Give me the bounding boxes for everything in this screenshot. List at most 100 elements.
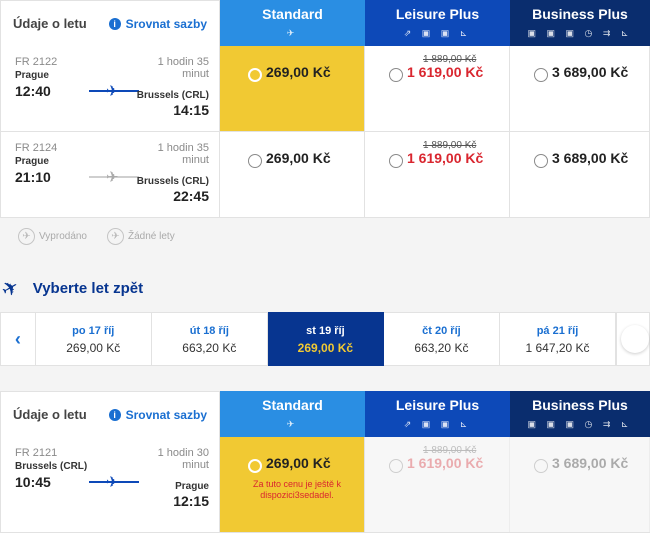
departure-time: 12:40: [15, 83, 51, 99]
date-carousel: ‹ po 17 říj 269,00 Kč út 18 říj 663,20 K…: [0, 312, 650, 366]
inbound-fare-table: Údaje o letu i Srovnat sazby Standard ✈ …: [0, 391, 650, 533]
fare-business-plus[interactable]: 3 689,00 Kč: [510, 46, 650, 131]
seats-left-note: Za tuto cenu je ještě k dispozici3sedade…: [252, 479, 342, 500]
business-features-icons: ▣ ▣ ▣ ◷ ⇉ ⊾: [527, 28, 633, 38]
date-tab-selected[interactable]: st 19 říj 269,00 Kč: [267, 312, 384, 366]
column-business-name: Business Plus: [532, 397, 628, 413]
fare-standard[interactable]: 269,00 Kč Za tuto cenu je ještě k dispoz…: [220, 437, 365, 532]
radio[interactable]: [389, 459, 403, 473]
flight-row: FR 2124 Prague 21:10 1 hodin 35 minut ✈ …: [0, 132, 650, 218]
flight-details: FR 2124 Prague 21:10 1 hodin 35 minut ✈ …: [0, 132, 220, 217]
legend: ✈ Vyprodáno ✈ Žádné lety: [18, 228, 175, 245]
radio[interactable]: [389, 154, 403, 168]
departure-time: 10:45: [15, 474, 51, 490]
column-leisure-plus[interactable]: Leisure Plus ⇗ ▣ ▣ ⊾: [365, 391, 510, 437]
plane-icon: ✈: [286, 419, 299, 429]
flight-path: ✈: [89, 169, 139, 186]
date-price: 1 647,20 Kč: [525, 341, 590, 355]
fare-standard[interactable]: 269,00 Kč: [220, 132, 365, 217]
chevron-right-icon[interactable]: [616, 312, 650, 366]
date-price: 269,00 Kč: [66, 341, 121, 355]
date-tab[interactable]: po 17 říj 269,00 Kč: [35, 312, 152, 366]
plane-icon: ✈: [106, 474, 119, 491]
radio[interactable]: [389, 68, 403, 82]
flight-number: FR 2122: [15, 56, 58, 68]
flight-info-header: Údaje o letu i Srovnat sazby: [0, 0, 220, 46]
fare-price: 3 689,00 Kč: [552, 150, 629, 166]
column-business-plus[interactable]: Business Plus ▣ ▣ ▣ ◷ ⇉ ⊾: [510, 0, 650, 46]
radio-selected[interactable]: [248, 459, 262, 473]
arrival-city: Brussels (CRL): [136, 90, 209, 101]
leisure-features-icons: ⇗ ▣ ▣ ⊾: [403, 419, 472, 429]
column-leisure-name: Leisure Plus: [395, 397, 480, 413]
fare-price: 1 619,00 Kč: [407, 150, 484, 166]
column-business-name: Business Plus: [532, 6, 628, 22]
flight-path: ✈: [89, 83, 139, 100]
flight-row: FR 2122 Prague 12:40 1 hodin 35 minut ✈ …: [0, 46, 650, 132]
date-tab[interactable]: pá 21 říj 1 647,20 Kč: [499, 312, 617, 366]
fare-business-plus[interactable]: 3 689,00 Kč: [510, 132, 650, 217]
fare-price: 3 689,00 Kč: [552, 64, 629, 80]
date-label: po 17 říj: [72, 325, 115, 337]
column-standard[interactable]: Standard ✈: [220, 391, 365, 437]
column-standard-name: Standard: [262, 397, 323, 413]
legend-sold-out: ✈ Vyprodáno: [18, 228, 87, 245]
arrival-city: Prague: [175, 481, 209, 492]
old-price: 1 889,00 Kč: [423, 54, 477, 65]
flight-details: FR 2121 Brussels (CRL) 10:45 1 hodin 30 …: [0, 437, 220, 532]
fare-price: 1 619,00 Kč: [407, 455, 484, 471]
plane-icon: ✈: [286, 28, 299, 38]
chevron-left-icon[interactable]: ‹: [0, 312, 36, 366]
fare-standard[interactable]: 269,00 Kč: [220, 46, 365, 131]
arrival-city: Brussels (CRL): [136, 176, 209, 187]
date-label: čt 20 říj: [422, 325, 461, 337]
fare-price: 269,00 Kč: [266, 150, 331, 166]
column-leisure-name: Leisure Plus: [395, 6, 480, 22]
fare-leisure-plus[interactable]: 1 889,00 Kč 1 619,00 Kč: [365, 437, 510, 532]
old-price: 1 889,00 Kč: [423, 445, 477, 456]
fare-leisure-plus[interactable]: 1 889,00 Kč 1 619,00 Kč: [365, 132, 510, 217]
radio[interactable]: [248, 154, 262, 168]
date-price: 269,00 Kč: [297, 341, 354, 355]
plane-icon: ✈: [106, 83, 119, 100]
legend-no-flights-label: Žádné lety: [128, 231, 175, 242]
fare-price: 3 689,00 Kč: [552, 455, 629, 471]
arrival-time: 22:45: [173, 188, 209, 204]
no-flights-icon: ✈: [107, 228, 124, 245]
fare-business-plus[interactable]: 3 689,00 Kč: [510, 437, 650, 532]
flight-duration: 1 hodin 30 minut: [157, 447, 209, 471]
legend-no-flights: ✈ Žádné lety: [107, 228, 175, 245]
fare-header: Údaje o letu i Srovnat sazby Standard ✈ …: [0, 0, 650, 46]
compare-fares-link[interactable]: i Srovnat sazby: [108, 408, 207, 422]
flight-info-title: Údaje o letu: [13, 407, 87, 422]
flight-number: FR 2121: [15, 447, 58, 459]
flight-duration: 1 hodin 35 minut: [157, 142, 209, 166]
departure-city: Prague: [15, 70, 49, 81]
legend-sold-out-label: Vyprodáno: [39, 231, 87, 242]
return-section-title: ✈ Vyberte let zpět: [0, 275, 144, 302]
column-leisure-plus[interactable]: Leisure Plus ⇗ ▣ ▣ ⊾: [365, 0, 510, 46]
date-label: pá 21 říj: [536, 325, 579, 337]
departure-city: Prague: [15, 156, 49, 167]
column-standard[interactable]: Standard ✈: [220, 0, 365, 46]
column-business-plus[interactable]: Business Plus ▣ ▣ ▣ ◷ ⇉ ⊾: [510, 391, 650, 437]
fare-header: Údaje o letu i Srovnat sazby Standard ✈ …: [0, 391, 650, 437]
radio[interactable]: [534, 154, 548, 168]
flight-info-header: Údaje o letu i Srovnat sazby: [0, 391, 220, 437]
date-tab[interactable]: čt 20 říj 663,20 Kč: [383, 312, 500, 366]
fare-price: 269,00 Kč: [266, 64, 331, 80]
radio[interactable]: [534, 68, 548, 82]
fare-leisure-plus[interactable]: 1 889,00 Kč 1 619,00 Kč: [365, 46, 510, 131]
return-title: Vyberte let zpět: [32, 280, 144, 297]
fare-price: 269,00 Kč: [266, 455, 331, 471]
compare-fares-label: Srovnat sazby: [125, 16, 207, 31]
date-tab[interactable]: út 18 říj 663,20 Kč: [151, 312, 268, 366]
radio-selected[interactable]: [248, 68, 262, 82]
flight-duration: 1 hodin 35 minut: [157, 56, 209, 80]
compare-fares-link[interactable]: i Srovnat sazby: [108, 16, 207, 31]
flight-path: ✈: [89, 474, 139, 491]
radio[interactable]: [534, 459, 548, 473]
fare-price: 1 619,00 Kč: [407, 64, 484, 80]
date-price: 663,20 Kč: [414, 341, 469, 355]
